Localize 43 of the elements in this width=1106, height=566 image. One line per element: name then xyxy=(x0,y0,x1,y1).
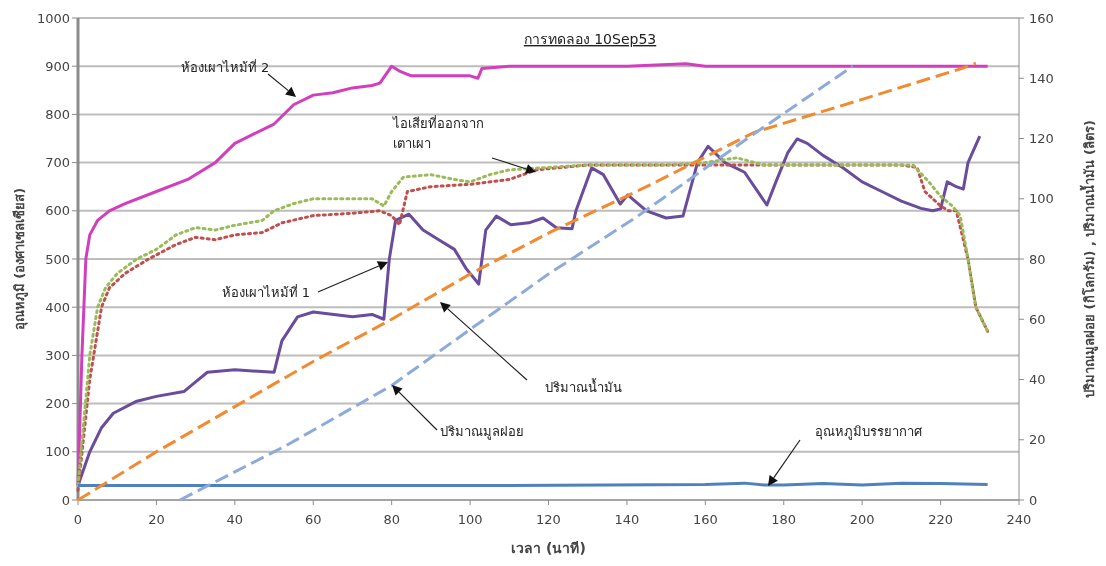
x-tick-label: 140 xyxy=(614,512,640,527)
y-tick-label: 800 xyxy=(45,106,70,122)
y2-tick-label: 120 xyxy=(1029,131,1054,147)
y-tick-label: 500 xyxy=(45,251,70,267)
y-tick-label: 600 xyxy=(45,203,70,219)
y-axis-title: อุณหภูมิ (องศาเซลเซียส) xyxy=(12,187,28,331)
x-tick-label: 120 xyxy=(536,512,561,527)
y-tick-label: 300 xyxy=(45,347,70,363)
y-tick-label: 200 xyxy=(45,396,70,412)
x-tick-label: 20 xyxy=(148,512,165,527)
y-tick-label: 100 xyxy=(45,444,70,460)
y2-tick-label: 100 xyxy=(1029,191,1054,207)
annotation: ไอเสียที่ออกจาก เตาเผา xyxy=(392,115,484,151)
y-tick-label: 0 xyxy=(61,492,70,508)
text: การทดลอง 10Sep53 xyxy=(523,31,657,47)
y2-tick-label: 140 xyxy=(1029,70,1054,86)
annotation: ห้องเผาไหม้ที่ 2 xyxy=(180,59,270,75)
x-tick-label: 100 xyxy=(457,512,483,527)
y2-tick-label: 60 xyxy=(1029,311,1046,327)
y2-axis-title: ปริมาณมูลฝอย (กิโลกรัม) , ปริมาณน้ำมัน (ลิตร) xyxy=(1079,120,1098,398)
x-tick-label: 240 xyxy=(1006,512,1032,527)
y-tick-label: 1000 xyxy=(36,10,70,26)
annotation: ห้องเผาไหม้ที่ 1 xyxy=(221,284,310,300)
y2-tick-label: 0 xyxy=(1029,492,1038,508)
y2-tick-label: 80 xyxy=(1029,251,1046,267)
y2-tick-label: 40 xyxy=(1029,372,1046,388)
x-tick-label: 60 xyxy=(304,512,322,527)
x-tick-label: 200 xyxy=(849,512,875,527)
x-tick-label: 40 xyxy=(226,512,244,527)
annotation: อุณหภูมิบรรยากาศ xyxy=(815,424,923,440)
x-tick-label: 160 xyxy=(692,512,718,527)
x-tick-label: 0 xyxy=(73,512,83,527)
x-tick-label: 80 xyxy=(383,512,400,527)
annotation: ปริมาณมูลฝอย xyxy=(440,424,524,440)
y2-tick-label: 20 xyxy=(1029,432,1046,448)
y-tick-label: 700 xyxy=(45,155,70,171)
x-tick-label: 180 xyxy=(771,512,797,527)
y-tick-label: 400 xyxy=(45,299,70,315)
x-tick-label: 220 xyxy=(928,512,953,527)
x-axis-title: เวลา (นาที) xyxy=(511,540,586,556)
y2-tick-label: 160 xyxy=(1029,10,1054,26)
annotation: ปริมาณน้ำมัน xyxy=(545,378,622,395)
y-tick-label: 900 xyxy=(45,58,70,74)
